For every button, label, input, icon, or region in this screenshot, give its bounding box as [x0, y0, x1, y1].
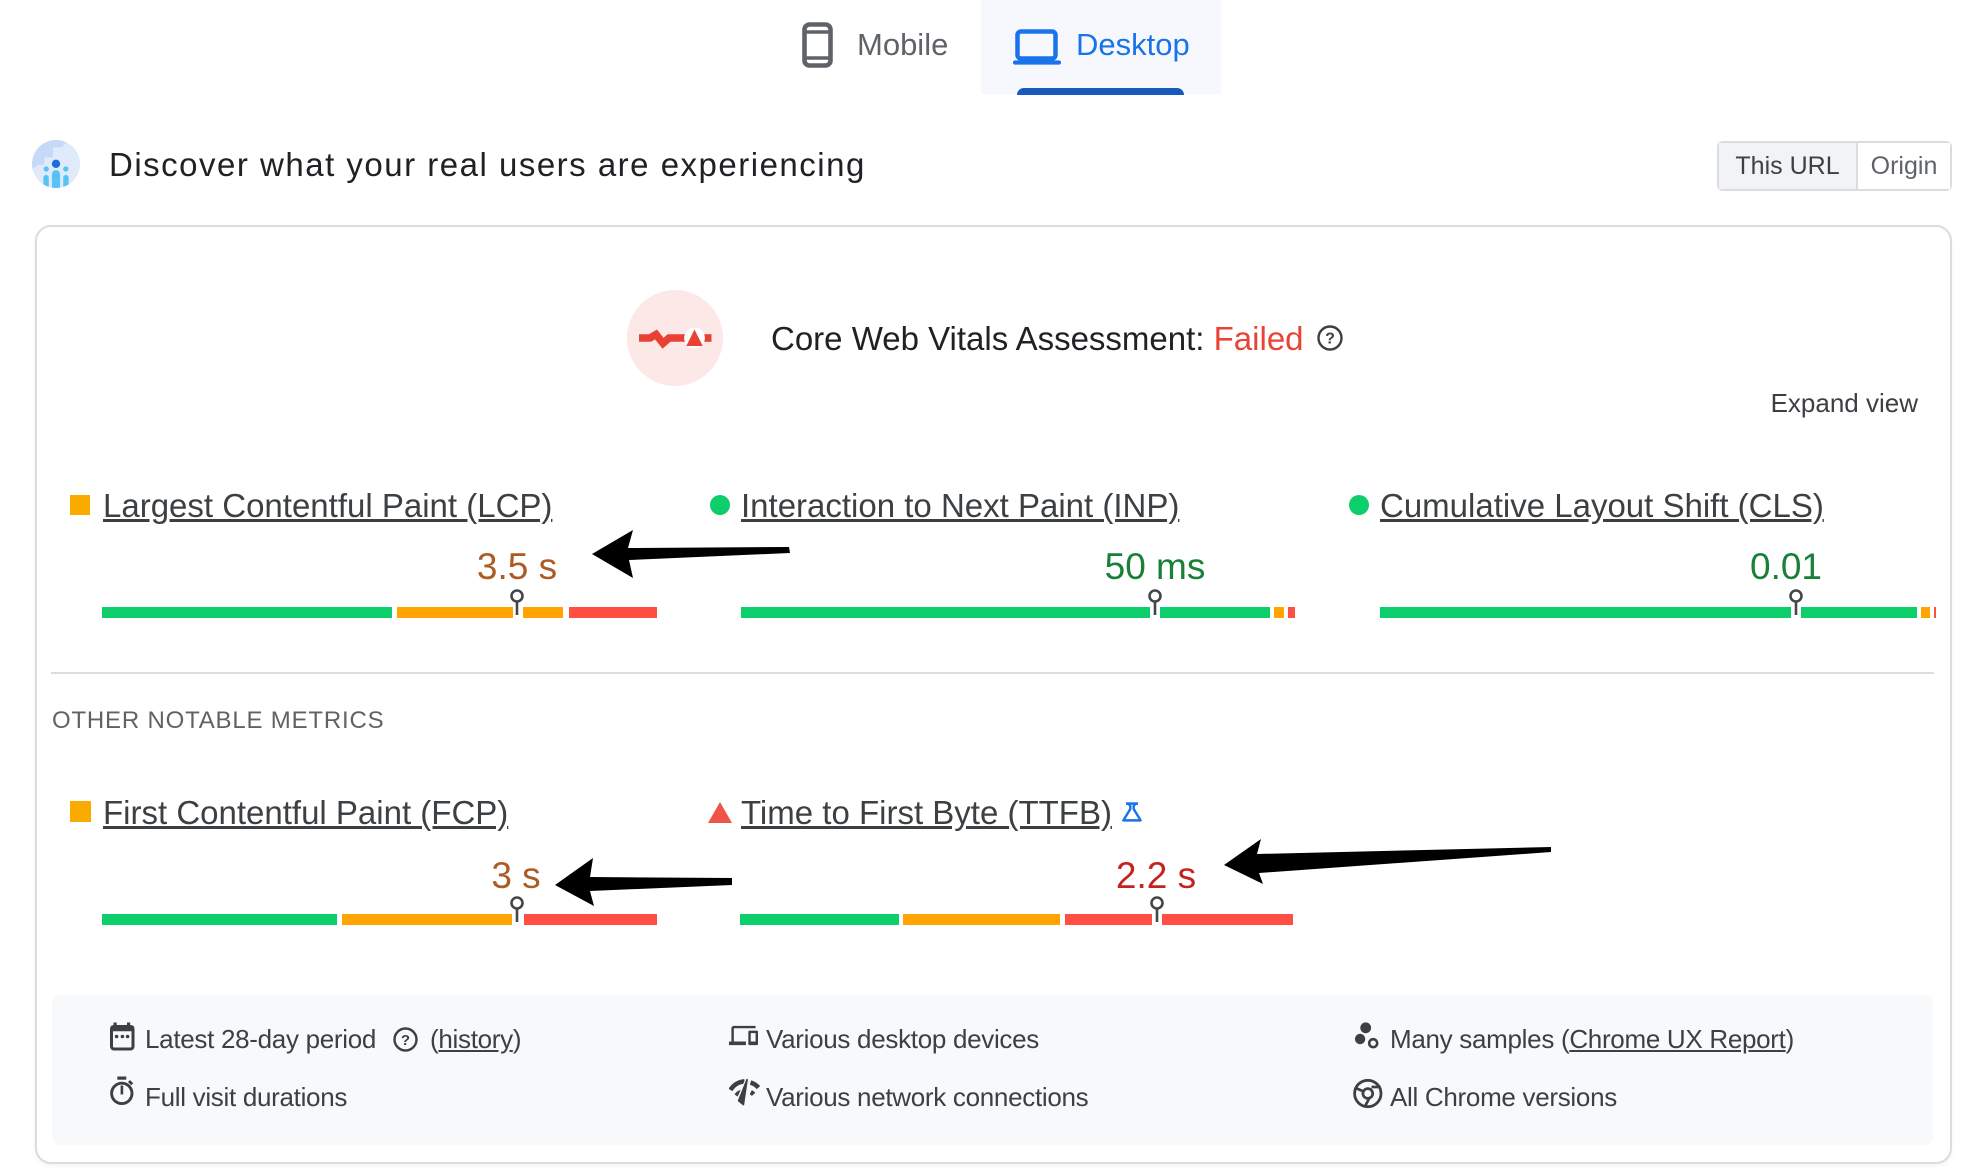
svg-text:?: ?	[1325, 331, 1335, 348]
svg-text:?: ?	[401, 1032, 410, 1049]
